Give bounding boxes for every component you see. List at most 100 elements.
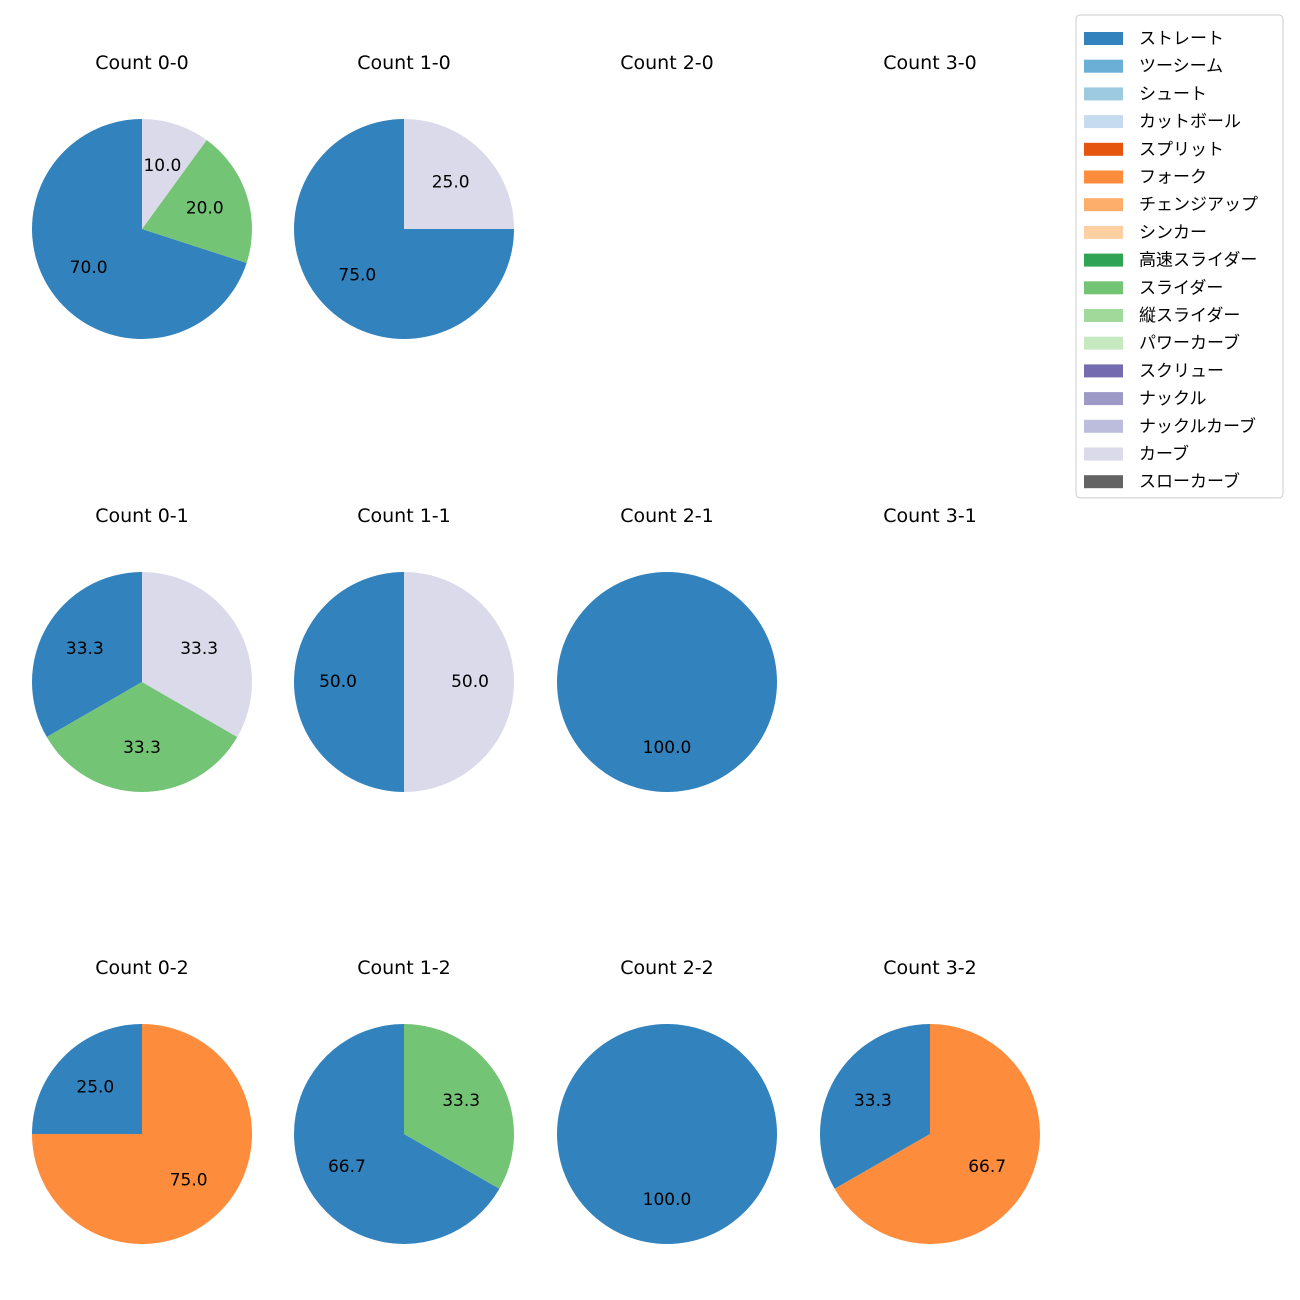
pie-slice-label: 66.7 [968, 1157, 1006, 1177]
pie-slice-label: 50.0 [451, 672, 489, 692]
legend-label: スプリット [1139, 140, 1224, 160]
legend-swatch [1084, 87, 1123, 101]
legend-label: スクリュー [1139, 361, 1224, 381]
pie-slice [142, 119, 207, 229]
legend-item: スプリット [1084, 140, 1224, 160]
pie-title: Count 3-2 [883, 957, 977, 979]
pie-slice [293, 1024, 500, 1245]
pie-count-2-1: Count 2-1 100.0 [557, 505, 777, 792]
legend-item: シンカー [1084, 223, 1207, 243]
pie-slice [404, 1024, 514, 1189]
pie-title: Count 1-1 [357, 505, 451, 527]
pie-title: Count 3-1 [883, 505, 977, 527]
legend-label: ツーシーム [1139, 57, 1223, 77]
pie-slice-label: 33.3 [123, 738, 161, 758]
pie-slice [834, 1024, 1040, 1245]
pie-slice-label: 25.0 [432, 172, 470, 192]
legend-label: 高速スライダー [1139, 251, 1257, 271]
pie-slice-label: 25.0 [76, 1077, 114, 1097]
legend-item: ツーシーム [1084, 57, 1223, 77]
pie-slice-label: 33.3 [442, 1091, 480, 1111]
pie-slice-label: 70.0 [70, 258, 108, 278]
legend-swatch [1084, 32, 1123, 45]
pie-title: Count 2-2 [620, 957, 714, 979]
legend-label: パワーカーブ [1139, 333, 1240, 354]
legend-swatch [1084, 336, 1123, 350]
legend-item: ナックルカーブ [1084, 416, 1256, 437]
pie-title: Count 3-0 [883, 52, 977, 74]
pie-slice-label: 75.0 [338, 266, 376, 286]
legend-item: パワーカーブ [1084, 333, 1240, 354]
legend-item: スクリュー [1084, 361, 1224, 381]
legend-item: カットボール [1084, 112, 1241, 132]
legend-label: シュート [1139, 84, 1207, 104]
legend-label: チェンジアップ [1139, 195, 1258, 215]
pie-title: Count 2-1 [620, 505, 714, 527]
legend-swatch [1084, 115, 1123, 129]
pie-slice [820, 1024, 930, 1189]
pie-title: Count 2-0 [620, 52, 714, 74]
pie-slice [294, 572, 404, 792]
legend-label: フォーク [1139, 168, 1207, 188]
pie-slice-label: 20.0 [186, 199, 224, 219]
pie-count-1-2: Count 1-2 66.7 33.3 [293, 957, 514, 1245]
legend-item: 高速スライダー [1084, 251, 1257, 271]
legend-label: ナックル [1139, 389, 1207, 409]
pie-slice [46, 682, 238, 792]
legend-item: スローカーブ [1084, 471, 1240, 492]
pie-slice-label: 33.3 [854, 1091, 892, 1111]
pie-slice [32, 1024, 142, 1134]
legend-swatch [1084, 309, 1123, 322]
legend-swatch [1084, 142, 1123, 156]
pie-slice [557, 572, 777, 792]
pie-title: Count 0-0 [95, 52, 189, 74]
pie-slice [32, 1024, 252, 1244]
legend-label: スライダー [1139, 278, 1223, 298]
pie-count-0-0: Count 0-0 70.0 20.0 10.0 [31, 52, 253, 339]
pie-title: Count 0-1 [95, 505, 189, 527]
legend-label: 縦スライダー [1139, 306, 1240, 326]
legend-frame [1075, 14, 1284, 499]
pie-count-3-2: Count 3-2 33.3 66.7 [820, 957, 1040, 1245]
pie-count-0-1: Count 0-1 33.3 33.3 33.3 [32, 505, 252, 792]
pie-count-2-2: Count 2-2 100.0 [557, 957, 777, 1244]
legend-swatch [1084, 225, 1123, 239]
pie-slice-label: 33.3 [180, 639, 218, 659]
legend-label: シンカー [1139, 223, 1207, 243]
legend: ストレートツーシームシュートカットボールスプリットフォークチェンジアップシンカー… [1075, 14, 1284, 499]
pie-slice-label: 100.0 [643, 1190, 692, 1210]
legend-item: ストレート [1084, 29, 1224, 49]
pie-slice [32, 572, 142, 737]
legend-swatch [1084, 253, 1123, 267]
pie-slice [31, 119, 247, 339]
legend-label: ストレート [1139, 29, 1224, 49]
legend-item: チェンジアップ [1084, 195, 1258, 215]
legend-item: スライダー [1084, 278, 1223, 298]
pie-count-3-0: Count 3-0 [883, 52, 977, 74]
pie-count-0-2: Count 0-2 25.0 75.0 [32, 957, 252, 1244]
legend-swatch [1084, 392, 1123, 406]
pie-slice [404, 119, 514, 229]
legend-swatch [1084, 419, 1123, 433]
legend-swatch [1084, 364, 1123, 378]
pie-title: Count 1-0 [357, 52, 451, 74]
legend-swatch [1084, 170, 1123, 184]
legend-swatch [1084, 447, 1123, 461]
pie-slice-label: 66.7 [328, 1157, 366, 1177]
pie-slice [404, 572, 514, 792]
pie-count-3-1: Count 3-1 [883, 505, 977, 527]
pie-slice-label: 100.0 [643, 738, 692, 758]
legend-swatch [1084, 198, 1123, 212]
pie-title: Count 0-2 [95, 957, 189, 979]
legend-swatch [1084, 281, 1123, 295]
legend-label: スローカーブ [1139, 471, 1240, 492]
legend-item: ナックル [1084, 389, 1207, 409]
pie-slice-label: 10.0 [143, 156, 181, 176]
pie-count-1-0: Count 1-0 75.0 25.0 [294, 52, 514, 339]
pie-slice [142, 140, 253, 263]
legend-item: フォーク [1084, 168, 1207, 188]
legend-swatch [1084, 59, 1123, 73]
legend-item: シュート [1084, 84, 1207, 104]
legend-item: 縦スライダー [1084, 306, 1240, 326]
